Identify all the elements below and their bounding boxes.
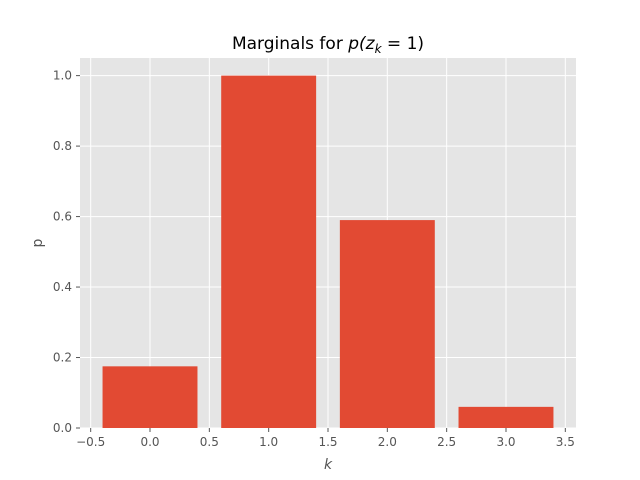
- y-tick-label: 0.4: [53, 280, 72, 294]
- x-axis-ticks: −0.5 0.0 0.5 1.0 1.5 2.0 2.5 3.0 3.5: [76, 428, 575, 449]
- chart-title-math: p(z: [347, 34, 375, 54]
- x-tick-label: 0.5: [200, 435, 219, 449]
- bar: [458, 406, 554, 428]
- x-tick-label: 3.5: [556, 435, 575, 449]
- chart-title-subscript: k: [375, 42, 383, 56]
- x-tick-label: 0.0: [140, 435, 159, 449]
- y-axis-ticks: 0.0 0.2 0.4 0.6 0.8 1.0: [53, 69, 80, 435]
- x-axis-label: k: [324, 457, 333, 473]
- x-tick-label: −0.5: [76, 435, 105, 449]
- y-tick-label: 0.0: [53, 421, 72, 435]
- chart-title-prefix: Marginals for: [232, 34, 348, 54]
- x-tick-label: 1.5: [318, 435, 337, 449]
- x-tick-label: 2.5: [437, 435, 456, 449]
- y-tick-label: 0.6: [53, 210, 72, 224]
- chart-title-suffix: = 1): [382, 34, 425, 54]
- x-tick-label: 1.0: [259, 435, 278, 449]
- y-tick-label: 1.0: [53, 69, 72, 83]
- bar: [221, 75, 317, 428]
- y-tick-label: 0.2: [53, 351, 72, 365]
- bar: [339, 220, 435, 428]
- grid: [80, 58, 576, 429]
- bar: [102, 366, 198, 428]
- chart-title: Marginals for p(zk = 1): [232, 34, 424, 56]
- x-tick-label: 2.0: [378, 435, 397, 449]
- y-axis-label: p: [30, 238, 46, 247]
- y-tick-label: 0.8: [53, 139, 72, 153]
- bars: [102, 75, 554, 428]
- x-tick-label: 3.0: [496, 435, 515, 449]
